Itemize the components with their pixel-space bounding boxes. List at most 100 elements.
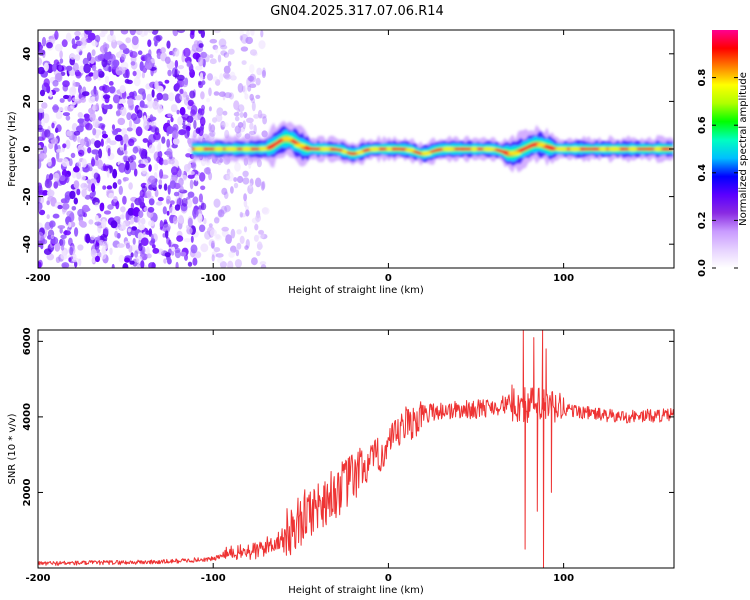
- noise-blob: [217, 157, 222, 166]
- noise-blob: [193, 119, 197, 130]
- noise-blob: [135, 126, 143, 137]
- noise-blob: [99, 32, 106, 38]
- noise-blob: [81, 188, 87, 198]
- noise-blob: [65, 115, 71, 121]
- noise-blob: [40, 243, 44, 250]
- noise-blob: [231, 122, 236, 129]
- noise-blob: [130, 61, 136, 66]
- noise-blob: [88, 96, 95, 104]
- noise-blob: [213, 198, 221, 208]
- noise-blob: [213, 217, 220, 224]
- noise-blob: [187, 170, 195, 176]
- noise-blob: [131, 35, 139, 46]
- noise-blob: [38, 124, 43, 131]
- noise-blob: [39, 89, 46, 97]
- noise-blob: [261, 130, 268, 138]
- colorbar-gradient: [712, 30, 738, 268]
- colorbar-tick-label: 0.4: [697, 164, 708, 182]
- noise-blob: [233, 100, 240, 111]
- noise-blob: [122, 177, 129, 182]
- noise-blob: [203, 167, 211, 174]
- noise-blob: [119, 43, 127, 51]
- noise-blob: [80, 175, 86, 181]
- noise-blob: [59, 50, 63, 59]
- noise-blob: [157, 197, 164, 202]
- noise-blob: [52, 104, 59, 113]
- noise-blob: [249, 93, 254, 101]
- noise-blob: [169, 206, 177, 216]
- noise-blob: [239, 211, 243, 218]
- y-tick-label: 40: [22, 47, 33, 61]
- carrier-hotspot: [194, 147, 205, 151]
- noise-blob: [41, 130, 46, 141]
- noise-blob: [85, 233, 91, 244]
- noise-blob: [223, 191, 229, 199]
- noise-blob: [139, 148, 146, 158]
- noise-blob: [92, 118, 100, 128]
- noise-blob: [146, 93, 153, 102]
- noise-blob: [124, 150, 128, 155]
- noise-blob: [62, 203, 70, 210]
- noise-blob: [62, 80, 70, 88]
- noise-blob: [74, 35, 80, 41]
- noise-blob: [192, 208, 199, 218]
- noise-blob: [190, 105, 198, 115]
- colorbar: 0.0 0.2 0.4 0.6 0.8 Normalized spectral ampl…: [697, 30, 749, 277]
- noise-blob: [171, 143, 178, 149]
- noise-blob: [90, 138, 96, 145]
- colorbar-tick-label: 0.0: [697, 259, 708, 277]
- noise-blob: [249, 73, 256, 83]
- noise-blob: [63, 230, 71, 236]
- chart-title: GN04.2025.317.07.06.R14: [270, 4, 444, 19]
- noise-blob: [198, 224, 206, 233]
- noise-blob: [90, 89, 99, 97]
- noise-blob: [199, 116, 206, 127]
- noise-blob: [73, 180, 80, 189]
- noise-blob: [122, 155, 130, 161]
- noise-blob: [242, 120, 246, 130]
- noise-blob: [46, 253, 55, 261]
- noise-blob: [244, 245, 249, 251]
- noise-blob: [38, 209, 46, 216]
- noise-blob: [129, 260, 135, 265]
- noise-blob: [220, 44, 228, 50]
- noise-blob: [236, 229, 242, 235]
- noise-blob: [77, 136, 81, 143]
- noise-blob: [114, 230, 119, 238]
- noise-blob: [215, 113, 223, 123]
- x-tick-label: -200: [25, 273, 50, 284]
- noise-blob: [233, 182, 239, 189]
- noise-blob: [214, 46, 219, 54]
- y-tick-label: 2000: [22, 478, 33, 506]
- noise-blob: [47, 132, 55, 141]
- noise-blob: [41, 102, 48, 109]
- carrier-hotspot: [653, 147, 662, 151]
- noise-blob: [166, 138, 171, 148]
- noise-blob: [201, 80, 206, 86]
- noise-blob: [102, 226, 109, 236]
- noise-blob: [94, 140, 102, 149]
- noise-blob: [117, 179, 122, 185]
- noise-blob: [76, 125, 84, 133]
- noise-blob: [60, 252, 68, 260]
- noise-blob: [69, 246, 74, 256]
- carrier-hotspot: [536, 142, 546, 147]
- noise-blob: [74, 30, 81, 37]
- noise-blob: [75, 71, 82, 79]
- noise-blob: [66, 130, 73, 137]
- carrier-hotspot: [369, 147, 380, 152]
- noise-blob: [70, 103, 75, 110]
- noise-blob: [174, 60, 179, 68]
- noise-blob: [247, 75, 255, 82]
- noise-blob: [123, 134, 129, 144]
- noise-blob: [52, 63, 57, 72]
- noise-blob: [42, 113, 50, 124]
- noise-blob: [68, 221, 72, 228]
- noise-blob: [118, 254, 125, 263]
- noise-blob: [112, 182, 118, 189]
- y-tick-label: 20: [22, 94, 33, 108]
- noise-blob: [179, 94, 186, 101]
- noise-blob: [192, 52, 201, 60]
- noise-blob: [146, 190, 152, 198]
- noise-blob: [121, 222, 126, 231]
